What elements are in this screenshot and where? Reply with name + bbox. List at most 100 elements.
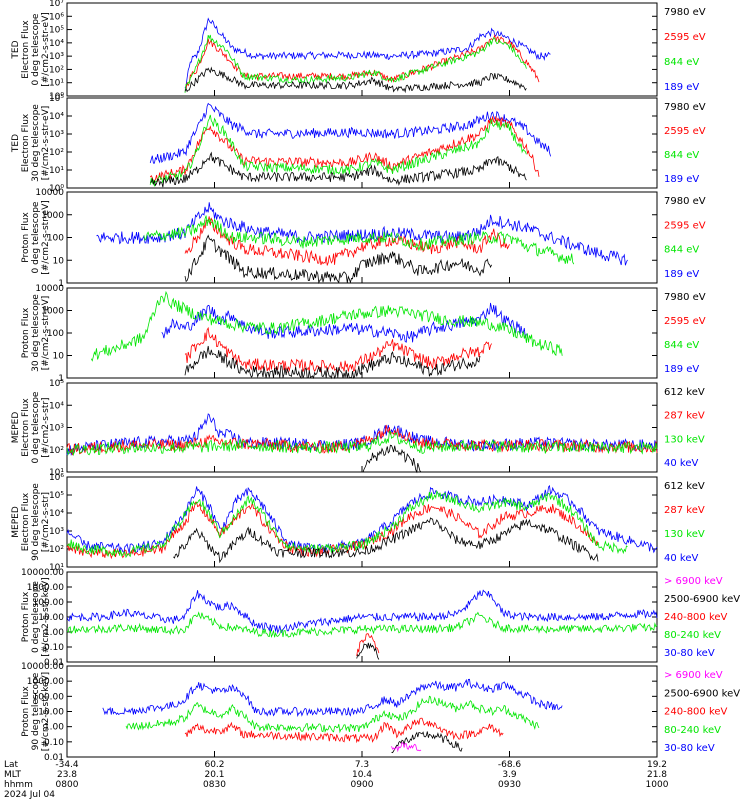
x-tick-label-mlt: 20.1: [204, 770, 224, 780]
legend-entry: 130 keV: [664, 529, 705, 540]
legend-entry: 844 eV: [664, 57, 699, 68]
y-tick-label: 0.10: [44, 643, 64, 653]
y-tick-label: 0.01: [44, 658, 64, 668]
data-series-line: [184, 717, 504, 744]
y-axis-label: Proton Flux: [21, 307, 31, 358]
y-tick-label: 1.00: [44, 628, 64, 638]
y-tick-label: 0.01: [44, 753, 64, 763]
x-tick-label-lat: 7.3: [355, 760, 369, 770]
legend-entry: 287 keV: [664, 505, 705, 516]
legend-entry: 80-240 keV: [664, 725, 721, 736]
y-tick-label: 1000.00: [27, 677, 64, 687]
y-tick-label: 10³: [49, 527, 64, 537]
data-series-line: [66, 589, 658, 635]
x-tick-label-mlt: 21.8: [647, 770, 667, 780]
data-series-line: [184, 66, 527, 94]
legend-entry: > 6900 keV: [664, 670, 723, 681]
y-tick-label: 10⁴: [49, 401, 64, 411]
x-tick-label-lat: -34.4: [55, 760, 79, 770]
legend-entry: > 6900 keV: [664, 576, 723, 587]
y-axis-label: [#/cm2-s-str]: [41, 492, 51, 552]
y-tick-label: 10¹: [49, 166, 64, 176]
y-tick-label: 10²: [49, 148, 64, 158]
y-tick-label: 10²: [49, 545, 64, 555]
data-series-line: [391, 742, 422, 753]
legend-entry: 7980 eV: [664, 102, 706, 113]
y-axis-label: [#/cm2-s-str-keV]: [41, 672, 51, 751]
y-tick-label: 1000: [41, 307, 64, 317]
legend-entry: 2595 eV: [664, 126, 706, 137]
y-axis-label: 0 deg telescope: [31, 201, 41, 273]
x-axis-row-label: hhmm: [4, 780, 33, 790]
x-axis-date: 2024 Jul 04: [4, 790, 55, 800]
y-tick-label: 10⁵: [49, 491, 64, 501]
legend-entry: 30-80 keV: [664, 743, 715, 754]
y-tick-label: 10000: [35, 188, 64, 198]
y-axis-label: TED: [11, 134, 21, 153]
data-series-line: [66, 424, 658, 456]
y-axis-label: Proton Flux: [21, 686, 31, 737]
legend-entry: 240-800 keV: [664, 612, 728, 623]
y-axis-label: Electron Flux: [21, 492, 31, 551]
legend-entry: 287 keV: [664, 411, 705, 422]
y-axis-label: 30 deg telescope: [31, 294, 41, 372]
x-tick-label-time: 0930: [498, 780, 521, 790]
y-tick-label: 10¹: [49, 468, 64, 478]
data-series-line: [356, 642, 380, 660]
y-axis-label: 90 deg telescope: [31, 483, 41, 561]
x-tick-label-mlt: 23.8: [57, 770, 77, 780]
y-tick-label: 10⁶: [49, 12, 64, 22]
x-axis-row-label: MLT: [4, 770, 22, 780]
y-tick-label: 100: [47, 329, 64, 339]
data-series-line: [66, 484, 658, 554]
y-axis-label: Proton Flux: [21, 591, 31, 642]
data-series-line: [184, 326, 492, 374]
y-axis-label: [#/cm2-s-str-keV]: [41, 577, 51, 656]
data-series-line: [149, 116, 540, 183]
x-tick-label-lat: 19.2: [647, 760, 667, 770]
y-tick-label: 10000.00: [21, 662, 64, 672]
y-axis-label: MEPED: [11, 412, 21, 444]
y-axis-label: MEPED: [11, 506, 21, 538]
y-axis-label: 90 deg telescope: [31, 672, 41, 750]
y-axis-label: 0 deg telescope: [31, 13, 41, 85]
legend-entry: 30-80 keV: [664, 648, 715, 659]
y-tick-label: 10⁵: [49, 379, 64, 389]
y-axis-label: Electron Flux: [21, 398, 31, 457]
y-tick-label: 10³: [49, 130, 64, 140]
y-axis-label: 0 deg telescope: [31, 581, 41, 653]
x-tick-label-time: 0900: [351, 780, 374, 790]
legend-entry: 844 eV: [664, 245, 699, 256]
data-series-line: [184, 345, 481, 380]
legend-entry: 189 eV: [664, 364, 699, 375]
x-tick-label-mlt: 3.9: [502, 770, 517, 780]
y-axis-label: [#/cm2-s-str-eV]: [41, 106, 51, 181]
y-tick-label: 10: [53, 352, 65, 362]
y-tick-label: 1.00: [44, 723, 64, 733]
data-series-line: [125, 695, 540, 734]
x-tick-label-time: 1000: [646, 780, 669, 790]
y-tick-label: 0.10: [44, 738, 64, 748]
y-tick-label: 100.00: [33, 598, 65, 608]
y-tick-label: 10⁴: [49, 39, 64, 49]
x-tick-label-lat: 60.2: [204, 760, 224, 770]
legend-entry: 40 keV: [664, 553, 698, 564]
y-tick-label: 10³: [49, 52, 64, 62]
data-series-line: [173, 517, 599, 564]
y-tick-label: 10²: [49, 446, 64, 456]
y-tick-label: 10¹: [49, 563, 64, 573]
y-tick-label: 100.00: [33, 692, 65, 702]
legend-entry: 130 keV: [664, 434, 705, 445]
data-series-line: [66, 501, 599, 560]
legend-entry: 40 keV: [664, 458, 698, 469]
y-axis-label: [#/cm2-s-str-eV]: [41, 200, 51, 275]
legend-entry: 2500-6900 keV: [664, 594, 740, 605]
y-tick-label: 1: [58, 279, 64, 289]
x-tick-label-mlt: 10.4: [352, 770, 372, 780]
y-tick-label: 10: [53, 256, 65, 266]
panel-frame: [66, 2, 658, 97]
data-series-line: [362, 444, 422, 474]
y-tick-label: 10000: [35, 284, 64, 294]
y-tick-label: 10⁰: [49, 92, 64, 102]
